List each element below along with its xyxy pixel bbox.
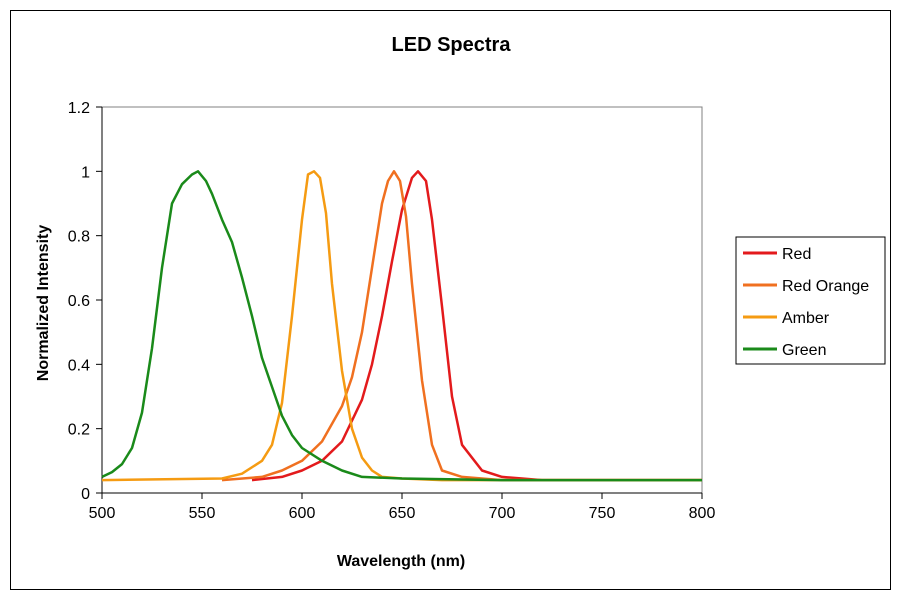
x-tick-label: 800: [689, 505, 716, 522]
series-layer: [101, 170, 702, 482]
plot-area: [101, 106, 703, 494]
x-tick-label: 600: [289, 505, 316, 522]
y-tick-label: 1.2: [68, 100, 90, 117]
y-axis-title: Normalized Intensity: [35, 225, 52, 382]
x-tick-label: 650: [389, 505, 416, 522]
y-tick-label: 1: [81, 164, 90, 181]
x-axis-title: Wavelength (nm): [337, 553, 465, 570]
y-tick-label: 0.2: [68, 422, 90, 439]
series-line-amber: [101, 170, 702, 482]
legend-label-green: Green: [782, 342, 826, 359]
x-tick-label: 750: [589, 505, 616, 522]
y-tick-label: 0: [81, 486, 90, 503]
legend-label-red-orange: Red Orange: [782, 278, 869, 295]
legend-label-amber: Amber: [782, 310, 830, 327]
y-tick-label: 0.4: [68, 357, 90, 374]
x-tick-label: 500: [89, 505, 116, 522]
series-line-red-orange: [221, 170, 702, 482]
y-tick-label: 0.6: [68, 293, 90, 310]
series-line-red: [251, 170, 702, 482]
x-tick-label: 700: [489, 505, 516, 522]
x-tick-label: 550: [189, 505, 216, 522]
series-line-green: [101, 170, 702, 482]
y-tick-label: 0.8: [68, 229, 90, 246]
chart-title: LED Spectra: [392, 34, 512, 56]
axes: 500 550 600 650 700 750 800 0 0.2 0.4 0.6 0.8 1 1.2: [68, 100, 716, 522]
legend-label-red: Red: [782, 246, 811, 263]
legend: Red Red Orange Amber Green: [735, 236, 886, 365]
legend-box: [735, 236, 886, 365]
